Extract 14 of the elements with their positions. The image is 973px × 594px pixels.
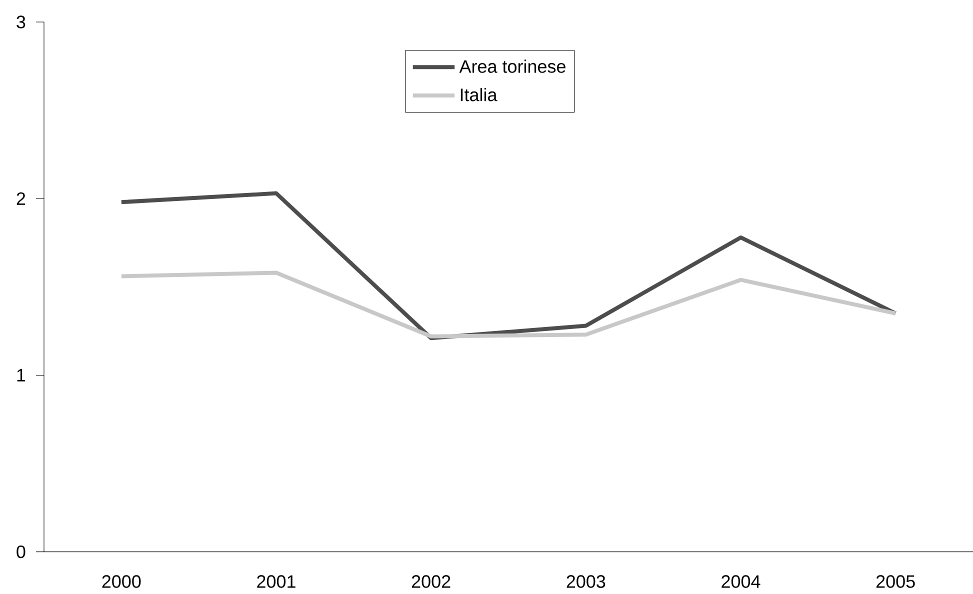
y-tick-label: 1 [17,369,26,382]
line-series [119,270,898,338]
y-tick-label: 2 [16,192,26,205]
x-tick-label: 2002 [412,575,450,588]
x-tick-label: 2000 [102,575,141,588]
legend-label: Area torinese [459,60,566,73]
y-tick-label: 0 [16,546,26,558]
x-tick-label: 2005 [876,575,915,588]
y-tick-label: 3 [16,16,26,28]
x-tick-label: 2001 [257,575,296,588]
x-tick-label: 2004 [722,575,760,588]
legend-label: Italia [460,88,498,102]
line-series [119,191,898,340]
x-tick-label: 2003 [566,575,606,588]
